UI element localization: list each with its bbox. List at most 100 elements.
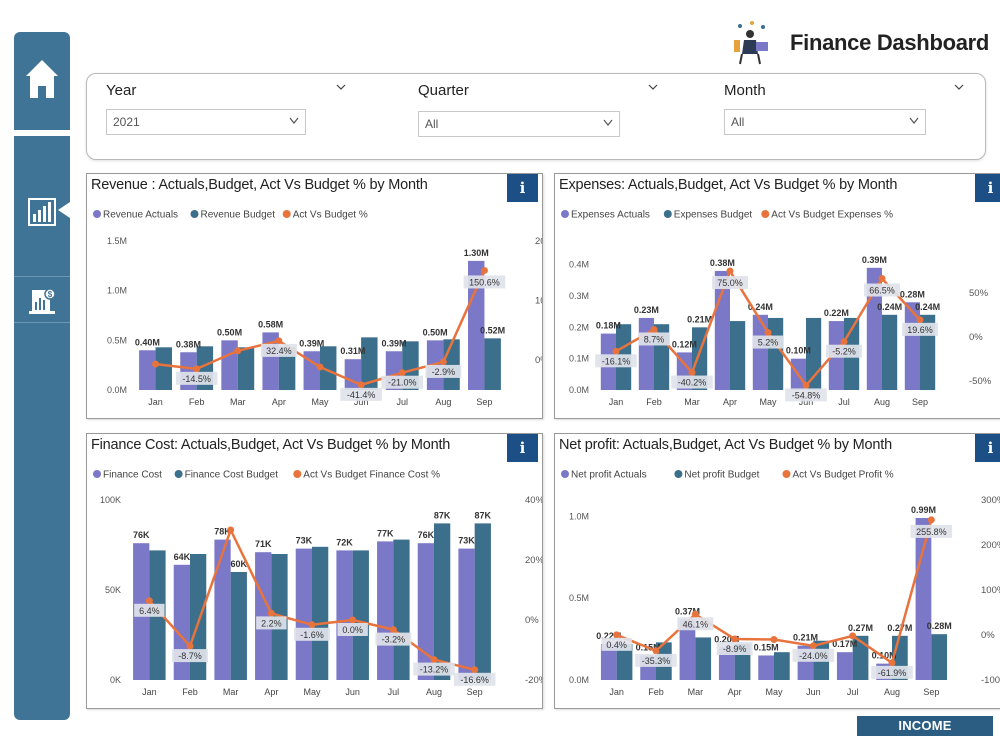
pct-data-label: -40.2%	[678, 378, 707, 388]
x-tick-label: Jul	[847, 687, 859, 697]
pct-label-bg	[902, 322, 938, 336]
actuals-bar	[417, 543, 434, 680]
x-tick-label: Jul	[396, 397, 408, 407]
chevron-down-icon	[289, 117, 299, 124]
pct-data-label: 66.5%	[869, 286, 895, 296]
bar-data-label: 0.27M	[848, 623, 873, 633]
x-tick-label: Aug	[884, 687, 900, 697]
legend-label: Revenue Actuals	[103, 210, 178, 221]
pct-data-label: -5.2%	[832, 347, 856, 357]
x-tick-label: May	[303, 687, 321, 697]
info-button[interactable]: i	[975, 174, 1000, 202]
x-tick-label: Jun	[799, 397, 814, 407]
y2-tick-label: 20%	[525, 555, 542, 566]
budget-bar	[474, 523, 491, 680]
actuals-bar	[214, 539, 231, 680]
bar-data-label: 0.18M	[596, 321, 621, 331]
legend-marker	[282, 210, 291, 218]
pct-data-label: 0.4%	[606, 640, 627, 650]
x-tick-label: Jan	[609, 687, 624, 697]
x-tick-label: Jul	[388, 687, 400, 697]
actuals-bar	[255, 552, 272, 680]
legend-marker	[93, 470, 101, 478]
chevron-down-icon[interactable]	[954, 84, 964, 90]
bar-data-label: 71K	[255, 539, 272, 549]
pct-point	[389, 626, 397, 634]
pct-label-bg	[425, 364, 462, 378]
pct-point	[316, 363, 324, 371]
chart-svg: Net profit Actuals Net profit Budget Act V…	[561, 470, 1000, 697]
x-tick-label: Aug	[435, 397, 451, 407]
pct-data-label: -2.9%	[432, 367, 456, 377]
budget-bar	[155, 347, 172, 390]
bar-data-label: 0.24M	[748, 302, 773, 312]
sidebar-nav: $	[14, 32, 70, 720]
pct-label-bg	[260, 343, 297, 357]
y2-tick-label: 0%	[525, 615, 539, 626]
pct-point	[809, 642, 817, 650]
pct-label-bg	[453, 672, 496, 686]
x-tick-label: Aug	[874, 397, 890, 407]
y-tick-label: 100K	[100, 495, 121, 505]
pct-point	[916, 316, 924, 324]
bar-data-label: 0.38M	[710, 258, 735, 268]
finance-report-button[interactable]: $	[26, 286, 58, 318]
home-button[interactable]	[14, 32, 70, 128]
pct-point	[840, 338, 848, 346]
pct-data-label: 150.6%	[469, 277, 500, 287]
y-tick-label: 0.5M	[569, 593, 589, 603]
x-tick-label: Jul	[838, 397, 850, 407]
bar-data-label: 0.99M	[911, 505, 936, 515]
info-button[interactable]: i	[975, 434, 1000, 462]
pct-data-label: 32.4%	[266, 346, 292, 356]
pct-data-label: -8.9%	[723, 644, 747, 654]
budget-bar	[616, 644, 633, 680]
budget-bar	[774, 652, 790, 680]
budget-bar	[278, 347, 296, 390]
actuals-bar	[468, 260, 485, 390]
pct-point	[186, 642, 194, 650]
active-nav-pointer	[58, 202, 70, 218]
pct-point	[267, 609, 275, 617]
pct-label-bg	[413, 662, 455, 676]
budget-bar	[931, 634, 948, 680]
pct-point	[650, 325, 658, 333]
bar-chart-button[interactable]	[26, 196, 58, 228]
year-select[interactable]: 2021	[106, 109, 306, 135]
y-tick-label: 0K	[110, 675, 121, 685]
x-tick-label: May	[765, 687, 783, 697]
pct-point	[480, 266, 488, 274]
actuals-bar	[295, 548, 312, 680]
pct-data-label: -16.6%	[460, 675, 489, 685]
x-tick-label: Aug	[426, 687, 442, 697]
info-button[interactable]: i	[507, 434, 538, 462]
pct-point	[731, 635, 739, 643]
pct-label-bg	[677, 617, 714, 631]
legend-label: Net profit Actuals	[571, 470, 647, 481]
chart-title: Revenue : Actuals,Budget, Act Vs Budget …	[91, 177, 428, 193]
quarter-select[interactable]: All	[418, 111, 620, 137]
bar-data-label: 77K	[377, 528, 394, 538]
bar-data-label: 0.28M	[927, 621, 952, 631]
y-tick-label: 1.5M	[107, 236, 127, 246]
chart-title: Finance Cost: Actuals,Budget, Act Vs Bud…	[91, 437, 451, 453]
bar-data-label: 64K	[174, 552, 191, 562]
month-select[interactable]: All	[724, 109, 926, 135]
pct-label-bg	[337, 623, 368, 636]
bar-data-label: 0.28M	[900, 289, 925, 299]
pct-label-bg	[463, 275, 506, 289]
bar-data-label: 0.22M	[596, 631, 621, 641]
pct-label-bg	[792, 648, 835, 662]
chevron-down-icon	[603, 119, 613, 126]
income-statement-button[interactable]: INCOME STATEMENT	[857, 716, 993, 753]
chevron-down-icon[interactable]	[648, 84, 658, 90]
actuals-bar	[377, 541, 394, 680]
info-button[interactable]: i	[507, 174, 538, 202]
chevron-down-icon	[909, 117, 919, 124]
pct-data-label: -61.9%	[878, 668, 907, 678]
pct-label-bg	[712, 276, 748, 290]
pct-label-bg	[671, 375, 713, 389]
y2-tick-label: 40%	[525, 495, 542, 506]
chevron-down-icon[interactable]	[336, 84, 346, 90]
svg-text:$: $	[48, 290, 53, 299]
